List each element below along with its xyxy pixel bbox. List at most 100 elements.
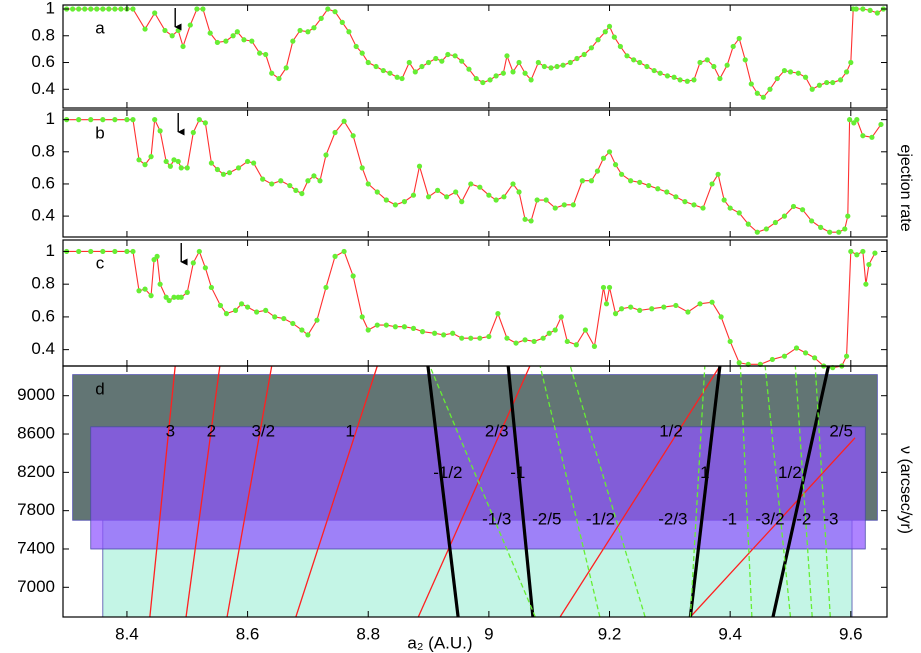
- data-point: [305, 178, 311, 184]
- data-point: [269, 70, 275, 76]
- data-point: [263, 307, 269, 313]
- data-point: [664, 73, 671, 79]
- data-point: [130, 117, 136, 123]
- data-point: [730, 43, 736, 50]
- data-point: [281, 315, 287, 322]
- data-point: [637, 179, 643, 185]
- data-point: [473, 75, 479, 82]
- data-point: [223, 38, 229, 44]
- data-point: [510, 181, 516, 187]
- data-point: [781, 353, 788, 359]
- data-point: [869, 134, 875, 140]
- data-point: [581, 51, 587, 58]
- data-point: [318, 15, 324, 21]
- data-point: [241, 37, 247, 43]
- data-point: [878, 121, 884, 128]
- data-point: [459, 199, 465, 205]
- data-point: [501, 194, 507, 200]
- data-point: [178, 294, 184, 300]
- data-point: [450, 330, 456, 336]
- data-point: [332, 129, 338, 136]
- resonance-line: [689, 366, 706, 617]
- data-point: [157, 281, 163, 287]
- data-point: [118, 6, 124, 12]
- panel-label: c: [96, 253, 105, 272]
- data-point: [528, 218, 534, 224]
- x-tick-label: 9.6: [839, 624, 863, 643]
- resonance-label: 2/3: [485, 422, 509, 441]
- data-point: [651, 67, 657, 74]
- data-point: [516, 59, 522, 66]
- data-point: [305, 332, 311, 338]
- panel-label: a: [95, 18, 105, 37]
- data-point: [190, 260, 196, 266]
- data-point: [341, 118, 347, 124]
- data-point: [816, 82, 823, 88]
- y-tick-label: 7400: [17, 538, 55, 557]
- data-point: [257, 50, 263, 56]
- data-point: [130, 248, 136, 255]
- data-point: [842, 226, 848, 232]
- data-point: [226, 170, 233, 176]
- data-point: [606, 284, 613, 291]
- data-point: [76, 248, 82, 255]
- y-tick-label: 7800: [17, 500, 55, 519]
- data-point: [781, 67, 788, 74]
- data-point: [217, 302, 224, 309]
- data-point: [453, 189, 459, 195]
- data-point: [745, 221, 751, 227]
- data-point: [673, 302, 679, 309]
- data-point: [299, 327, 305, 333]
- data-point: [419, 63, 425, 70]
- data-point: [685, 309, 691, 315]
- data-point: [522, 216, 528, 222]
- data-point: [94, 6, 100, 12]
- data-point: [721, 197, 727, 203]
- data-point: [704, 57, 710, 63]
- data-point: [200, 6, 206, 12]
- data-point: [297, 27, 303, 34]
- data-line: [66, 250, 876, 369]
- data-point: [671, 74, 677, 80]
- data-point: [130, 6, 136, 12]
- data-point: [401, 199, 408, 205]
- data-point: [606, 149, 613, 155]
- data-point: [441, 332, 447, 338]
- y-tick-label: 0.8: [31, 141, 55, 160]
- data-point: [657, 70, 663, 76]
- data-point: [425, 194, 432, 200]
- data-point: [359, 314, 365, 320]
- y-tick-label: 9000: [17, 385, 55, 404]
- data-point: [487, 77, 493, 83]
- data-point: [697, 301, 703, 307]
- data-point: [317, 178, 323, 184]
- data-point: [207, 30, 213, 36]
- data-point: [848, 59, 854, 66]
- data-point: [709, 299, 715, 305]
- data-point: [196, 117, 202, 123]
- data-point: [323, 152, 329, 158]
- data-point: [387, 70, 393, 76]
- resonance-label: 1: [345, 422, 354, 441]
- x-axis-label: a₂ (A.U.): [407, 633, 472, 652]
- data-point: [466, 66, 472, 72]
- data-point: [163, 158, 169, 165]
- data-point: [332, 253, 338, 259]
- data-point: [260, 176, 266, 182]
- data-point: [106, 6, 112, 12]
- data-point: [787, 69, 794, 75]
- data-point: [516, 189, 522, 195]
- y-tick-label: 0.4: [31, 339, 55, 358]
- data-point: [163, 294, 169, 300]
- data-point: [546, 330, 552, 336]
- data-point: [603, 301, 610, 307]
- data-point: [406, 59, 412, 66]
- data-point: [769, 356, 775, 363]
- data-point: [711, 63, 717, 70]
- data-point: [184, 289, 190, 295]
- data-point: [860, 133, 866, 139]
- data-point: [235, 165, 242, 171]
- data-point: [558, 314, 564, 320]
- data-point: [793, 345, 800, 351]
- data-point: [854, 117, 860, 123]
